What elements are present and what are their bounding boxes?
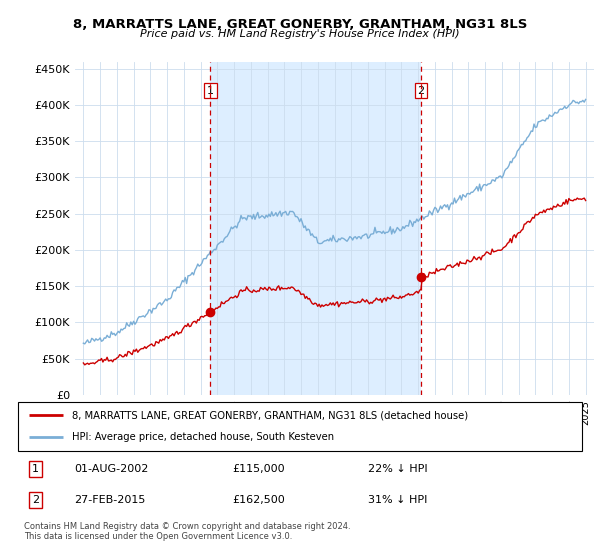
Text: £162,500: £162,500 xyxy=(232,495,285,505)
Text: HPI: Average price, detached house, South Kesteven: HPI: Average price, detached house, Sout… xyxy=(71,432,334,442)
Text: 01-AUG-2002: 01-AUG-2002 xyxy=(74,464,149,474)
Text: 2: 2 xyxy=(32,495,39,505)
Text: 31% ↓ HPI: 31% ↓ HPI xyxy=(368,495,427,505)
Text: 22% ↓ HPI: 22% ↓ HPI xyxy=(368,464,427,474)
Text: 1: 1 xyxy=(32,464,39,474)
Text: 2: 2 xyxy=(418,86,425,96)
Text: £115,000: £115,000 xyxy=(232,464,285,474)
Bar xyxy=(211,62,421,395)
Text: Contains HM Land Registry data © Crown copyright and database right 2024.
This d: Contains HM Land Registry data © Crown c… xyxy=(24,522,350,542)
Text: 8, MARRATTS LANE, GREAT GONERBY, GRANTHAM, NG31 8LS (detached house): 8, MARRATTS LANE, GREAT GONERBY, GRANTHA… xyxy=(71,410,468,421)
Bar xyxy=(586,62,594,395)
Text: 1: 1 xyxy=(207,86,214,96)
Text: 8, MARRATTS LANE, GREAT GONERBY, GRANTHAM, NG31 8LS: 8, MARRATTS LANE, GREAT GONERBY, GRANTHA… xyxy=(73,18,527,31)
Text: Price paid vs. HM Land Registry's House Price Index (HPI): Price paid vs. HM Land Registry's House … xyxy=(140,29,460,39)
Text: 27-FEB-2015: 27-FEB-2015 xyxy=(74,495,146,505)
